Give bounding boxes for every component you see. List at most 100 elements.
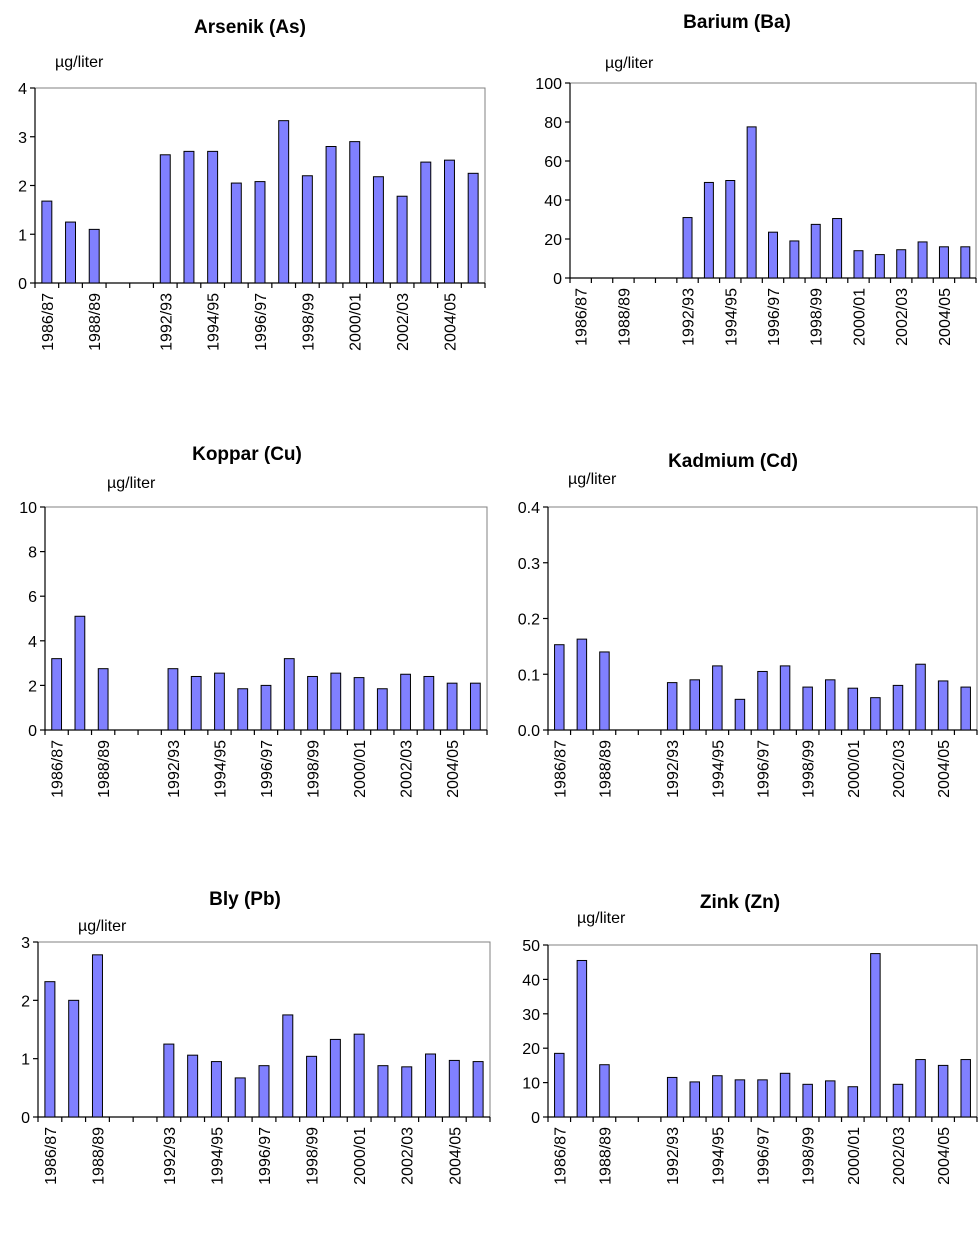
bar [325,146,337,284]
bar [376,688,388,731]
x-tick-label: 1998/99 [809,288,826,346]
x-tick-label: 1988/89 [96,740,113,798]
x-tick-label: 2000/01 [352,740,369,798]
bar [230,182,242,284]
y-tick-label: 4 [18,81,27,98]
bar [666,1076,678,1118]
y-tick-label: 2 [21,993,30,1010]
x-tick-label: 2004/05 [445,740,462,798]
bar [689,679,701,731]
x-tick-label: 2004/05 [447,1127,464,1185]
bar [258,1065,270,1118]
x-tick-label: 2004/05 [442,293,459,351]
x-tick-label: 2002/03 [400,1127,417,1185]
x-tick-label: 2000/01 [348,293,365,351]
bar [734,698,746,731]
x-tick-label: 1996/97 [259,740,276,798]
bar [599,1064,610,1118]
bar [51,658,63,731]
bar [97,668,109,731]
bar [214,672,225,731]
y-tick-label: 0.4 [518,500,540,517]
y-unit-label: µg/liter [568,471,617,488]
chart-title: Bly (Pb) [209,889,281,910]
chart-title: Arsenik (As) [194,17,306,38]
bar [254,181,266,284]
bar [599,651,610,731]
x-tick-label: 1992/93 [665,740,682,798]
bar [372,176,384,284]
y-tick-label: 0 [21,1110,30,1127]
bar [425,1053,437,1118]
x-tick-label: 1998/99 [300,293,317,351]
y-tick-label: 0.1 [518,667,540,684]
bar [682,217,693,279]
x-tick-label: 2002/03 [395,293,412,351]
bar [666,682,678,731]
bar [779,665,791,731]
bar [210,1061,222,1118]
y-tick-label: 30 [522,1007,540,1024]
bar [874,254,885,279]
bar [768,231,778,279]
bar [207,150,219,284]
bar [159,154,171,284]
x-tick-label: 1998/99 [801,1127,818,1185]
x-tick-label: 2002/03 [891,740,908,798]
x-tick-label: 2004/05 [936,740,953,798]
bar [554,1052,565,1118]
bar [307,675,318,731]
bar [91,954,103,1118]
bar [44,981,56,1118]
bar [237,688,249,731]
x-tick-label: 1988/89 [90,1127,107,1185]
x-tick-label: 1986/87 [552,1127,569,1185]
x-tick-label: 1992/93 [681,288,698,346]
x-tick-label: 2000/01 [352,1127,369,1185]
y-tick-label: 10 [19,500,37,517]
y-tick-label: 4 [28,634,37,651]
x-tick-label: 1986/87 [552,740,569,798]
bar [234,1077,246,1118]
bar [937,1064,949,1118]
x-tick-label: 2002/03 [894,288,911,346]
x-tick-label: 1986/87 [40,293,57,351]
bar [330,672,342,731]
bar [915,663,926,731]
bar [469,682,481,731]
x-tick-label: 1992/93 [166,740,183,798]
bar [420,161,432,284]
y-tick-label: 3 [21,935,30,952]
y-tick-label: 10 [522,1076,540,1093]
x-tick-label: 1988/89 [597,740,614,798]
chart-barium: Barium (Ba) µg/liter 0 20 40 60 80 100 1986/87 19… [535,12,977,346]
bar [746,126,757,279]
y-unit-label: µg/liter [55,54,104,71]
y-tick-label: 20 [522,1041,540,1058]
y-tick-label: 0 [531,1110,540,1127]
x-tick-label: 2002/03 [891,1127,908,1185]
bar [74,615,86,731]
y-tick-label: 0 [28,723,37,740]
bar [282,1014,294,1118]
bar [847,1086,859,1118]
bar [349,141,361,284]
bar [802,686,813,731]
bar [853,250,864,279]
y-tick-label: 3 [18,130,27,147]
x-tick-label: 1996/97 [756,740,773,798]
bar [802,1083,813,1118]
y-tick-label: 0.2 [518,612,540,629]
x-tick-label: 1986/87 [50,740,67,798]
bar [65,221,77,284]
x-tick-label: 1988/89 [87,293,104,351]
bar [163,1043,175,1118]
bar [915,1059,926,1118]
x-tick-label: 1986/87 [43,1127,60,1185]
bar [917,241,928,279]
bar [689,1081,701,1118]
x-tick-label: 1994/95 [710,740,727,798]
bar [870,697,881,731]
y-unit-label: µg/liter [107,475,156,492]
y-tick-label: 0.3 [518,556,540,573]
